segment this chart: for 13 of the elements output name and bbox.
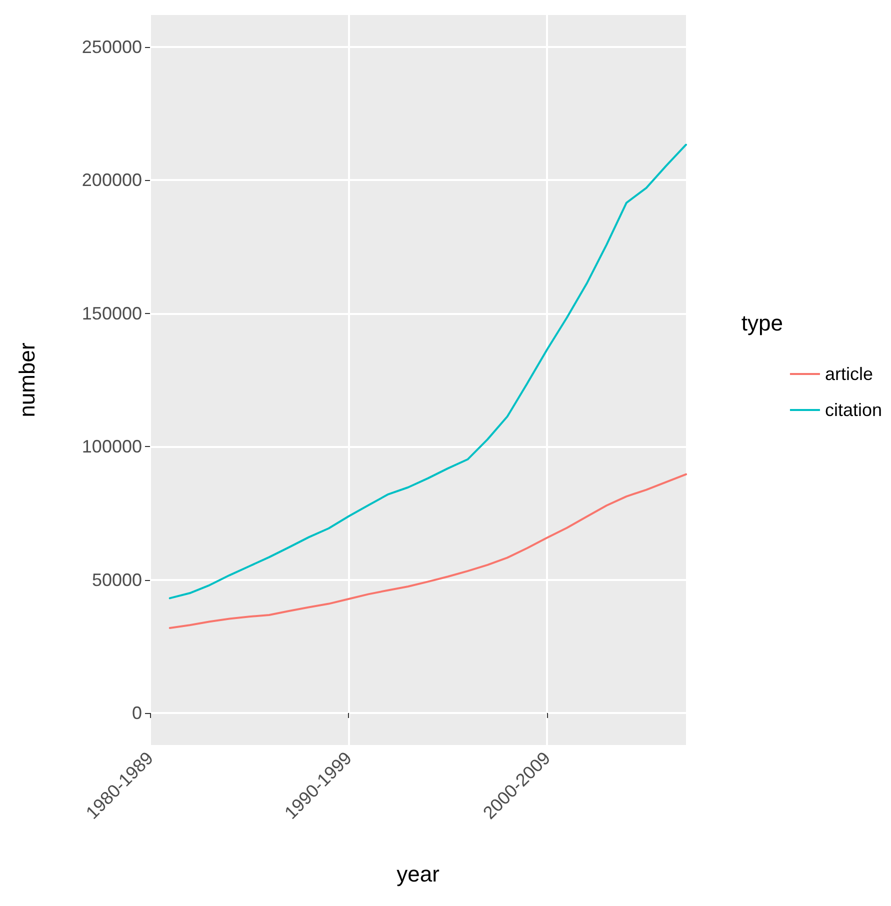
line-series	[168, 473, 687, 630]
y-tick-label: 0	[132, 703, 142, 724]
y-tick-label: 50000	[92, 570, 142, 590]
legend-label: citation	[824, 400, 882, 420]
x-axis-title: year	[396, 862, 440, 886]
y-tick-label: 250000	[82, 36, 142, 57]
y-tick-label: 100000	[82, 436, 142, 457]
line-series	[168, 144, 687, 600]
y-tick-label: 200000	[82, 170, 142, 190]
y-tick-label: 150000	[82, 303, 142, 324]
legend-title: type	[741, 310, 784, 336]
legend-label: article	[824, 364, 873, 384]
y-axis-title: number	[14, 342, 40, 418]
